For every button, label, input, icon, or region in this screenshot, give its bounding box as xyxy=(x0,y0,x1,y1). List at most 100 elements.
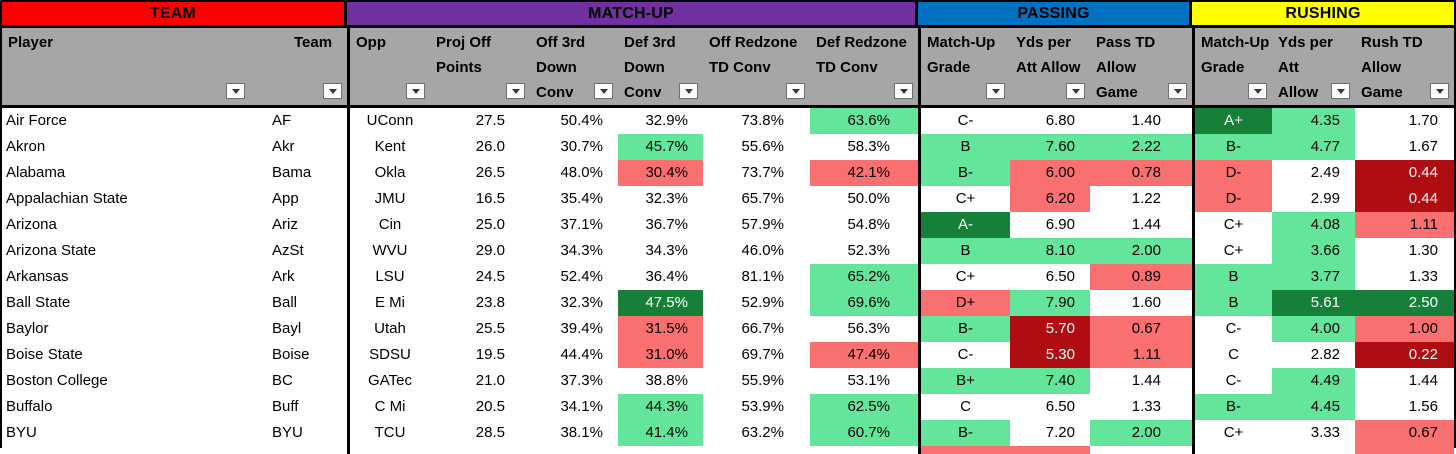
cell-pass_yds_per_att_allow[interactable]: 5.70 xyxy=(1010,316,1090,342)
cell-off_redzone_td_conv[interactable]: 66.7% xyxy=(741,320,784,337)
cell-off_redzone_td_conv[interactable]: 53.9% xyxy=(741,398,784,415)
cell-pass_td_allow_game[interactable]: 1.60 xyxy=(1131,294,1161,311)
cell-pass_matchup_grade[interactable]: B xyxy=(918,134,1010,160)
cell-rush_yds_per_att_allow[interactable]: 2.82 xyxy=(1310,346,1340,363)
cell-rush_td_allow_game[interactable]: 0.44 xyxy=(1355,160,1454,186)
section-header-passing[interactable]: PASSING xyxy=(918,2,1192,28)
cell-pass_matchup_grade[interactable]: C xyxy=(918,394,1010,420)
cell-off_redzone_td_conv[interactable]: 65.7% xyxy=(741,190,784,207)
cell-rush_matchup_grade[interactable]: C xyxy=(1192,342,1272,368)
column-header-player[interactable]: Player xyxy=(2,28,250,108)
cell-rush_td_allow_game[interactable]: 0.44 xyxy=(1355,186,1454,212)
cell-rush_matchup_grade[interactable]: C- xyxy=(1192,368,1272,394)
filter-dropdown-button[interactable] xyxy=(226,83,245,99)
cell-rush_td_allow_game[interactable]: 2.50 xyxy=(1355,290,1454,316)
column-header-team[interactable]: Team xyxy=(250,28,347,108)
cell-off_3rd_down_conv[interactable]: 38.1% xyxy=(560,424,603,441)
cell-proj_off_points[interactable]: 16.5 xyxy=(475,190,505,207)
cell-rush_matchup_grade[interactable]: C+ xyxy=(1192,420,1272,446)
partial-row-cell[interactable] xyxy=(430,446,530,454)
column-header-pass_td_allow_game[interactable]: Pass TD Allow Game xyxy=(1090,28,1192,108)
cell-rush_td_allow_game[interactable]: 1.44 xyxy=(1408,372,1438,389)
cell-off_3rd_down_conv[interactable]: 37.3% xyxy=(560,372,603,389)
column-header-rush_td_allow_game[interactable]: Rush TD Allow Game xyxy=(1355,28,1454,108)
partial-row-cell[interactable] xyxy=(810,446,918,454)
cell-pass_matchup_grade[interactable]: B+ xyxy=(918,368,1010,394)
column-header-def_redzone_td_conv[interactable]: Def Redzone TD Conv xyxy=(810,28,918,108)
cell-rush_td_allow_game[interactable]: 1.67 xyxy=(1408,138,1438,155)
cell-team[interactable]: AF xyxy=(272,112,292,129)
cell-player[interactable]: Baylor xyxy=(6,320,49,337)
cell-pass_yds_per_att_allow[interactable]: 7.20 xyxy=(1045,424,1075,441)
cell-pass_yds_per_att_allow[interactable]: 6.20 xyxy=(1010,186,1090,212)
cell-pass_td_allow_game[interactable]: 0.89 xyxy=(1090,264,1192,290)
cell-off_3rd_down_conv[interactable]: 37.1% xyxy=(560,216,603,233)
cell-def_3rd_down_conv[interactable]: 41.4% xyxy=(618,420,703,446)
cell-def_redzone_td_conv[interactable]: 42.1% xyxy=(810,160,918,186)
cell-def_3rd_down_conv[interactable]: 36.4% xyxy=(645,268,688,285)
cell-pass_matchup_grade[interactable]: C+ xyxy=(918,264,1010,290)
cell-rush_matchup_grade[interactable]: B- xyxy=(1192,394,1272,420)
cell-player[interactable]: Arkansas xyxy=(6,268,69,285)
cell-proj_off_points[interactable]: 27.5 xyxy=(475,112,505,129)
partial-row-cell[interactable] xyxy=(918,446,1010,454)
cell-pass_td_allow_game[interactable]: 2.00 xyxy=(1090,238,1192,264)
cell-player[interactable]: BYU xyxy=(6,424,37,441)
cell-pass_matchup_grade[interactable]: D+ xyxy=(918,290,1010,316)
section-header-rushing[interactable]: RUSHING xyxy=(1192,2,1454,28)
cell-def_3rd_down_conv[interactable]: 45.7% xyxy=(618,134,703,160)
partial-row-cell[interactable] xyxy=(2,446,250,454)
cell-opp[interactable]: E Mi xyxy=(347,290,430,316)
cell-pass_matchup_grade[interactable]: C- xyxy=(918,342,1010,368)
cell-def_redzone_td_conv[interactable]: 54.8% xyxy=(847,216,890,233)
cell-rush_td_allow_game[interactable]: 1.70 xyxy=(1408,112,1438,129)
cell-def_3rd_down_conv[interactable]: 32.9% xyxy=(645,112,688,129)
partial-row-cell[interactable] xyxy=(1192,446,1272,454)
cell-team[interactable]: Boise xyxy=(272,346,310,363)
cell-team[interactable]: AzSt xyxy=(272,242,304,259)
cell-pass_yds_per_att_allow[interactable]: 6.90 xyxy=(1045,216,1075,233)
cell-def_redzone_td_conv[interactable]: 63.6% xyxy=(810,108,918,134)
cell-team[interactable]: Bama xyxy=(272,164,312,181)
filter-dropdown-button[interactable] xyxy=(894,83,913,99)
column-header-pass_matchup_grade[interactable]: Match-Up Grade xyxy=(918,28,1010,108)
cell-proj_off_points[interactable]: 21.0 xyxy=(475,372,505,389)
cell-pass_yds_per_att_allow[interactable]: 8.10 xyxy=(1010,238,1090,264)
cell-rush_yds_per_att_allow[interactable]: 3.33 xyxy=(1310,424,1340,441)
cell-player[interactable]: Boise State xyxy=(6,346,83,363)
column-header-opp[interactable]: Opp xyxy=(347,28,430,108)
cell-pass_matchup_grade[interactable]: B- xyxy=(918,160,1010,186)
cell-def_3rd_down_conv[interactable]: 44.3% xyxy=(618,394,703,420)
cell-pass_matchup_grade[interactable]: B- xyxy=(918,316,1010,342)
cell-rush_td_allow_game[interactable]: 1.56 xyxy=(1408,398,1438,415)
cell-rush_matchup_grade[interactable]: D- xyxy=(1192,186,1272,212)
partial-row-cell[interactable] xyxy=(1355,446,1454,454)
cell-rush_td_allow_game[interactable]: 1.11 xyxy=(1355,212,1454,238)
cell-def_redzone_td_conv[interactable]: 47.4% xyxy=(810,342,918,368)
cell-player[interactable]: Alabama xyxy=(6,164,66,181)
cell-def_3rd_down_conv[interactable]: 30.4% xyxy=(618,160,703,186)
cell-proj_off_points[interactable]: 26.0 xyxy=(475,138,505,155)
cell-player[interactable]: Buffalo xyxy=(6,398,53,415)
cell-off_3rd_down_conv[interactable]: 32.3% xyxy=(560,294,603,311)
partial-row-cell[interactable] xyxy=(1272,446,1355,454)
cell-opp[interactable]: TCU xyxy=(347,420,430,446)
cell-pass_td_allow_game[interactable]: 0.67 xyxy=(1090,316,1192,342)
cell-proj_off_points[interactable]: 25.5 xyxy=(475,320,505,337)
cell-pass_matchup_grade[interactable]: C+ xyxy=(918,186,1010,212)
cell-def_3rd_down_conv[interactable]: 36.7% xyxy=(645,216,688,233)
cell-rush_yds_per_att_allow[interactable]: 4.08 xyxy=(1272,212,1355,238)
cell-pass_td_allow_game[interactable]: 1.40 xyxy=(1131,112,1161,129)
cell-pass_yds_per_att_allow[interactable]: 5.30 xyxy=(1010,342,1090,368)
cell-off_redzone_td_conv[interactable]: 73.8% xyxy=(741,112,784,129)
cell-off_3rd_down_conv[interactable]: 39.4% xyxy=(560,320,603,337)
partial-row-cell[interactable] xyxy=(250,446,347,454)
cell-pass_matchup_grade[interactable]: A- xyxy=(918,212,1010,238)
cell-def_3rd_down_conv[interactable]: 31.0% xyxy=(618,342,703,368)
cell-team[interactable]: Ball xyxy=(272,294,298,311)
cell-pass_td_allow_game[interactable]: 1.44 xyxy=(1131,372,1161,389)
cell-player[interactable]: Arizona xyxy=(6,216,57,233)
section-header-team[interactable]: TEAM xyxy=(2,2,347,28)
cell-team[interactable]: Akr xyxy=(272,138,295,155)
column-header-def_3rd_down_conv[interactable]: Def 3rd Down Conv xyxy=(618,28,703,108)
